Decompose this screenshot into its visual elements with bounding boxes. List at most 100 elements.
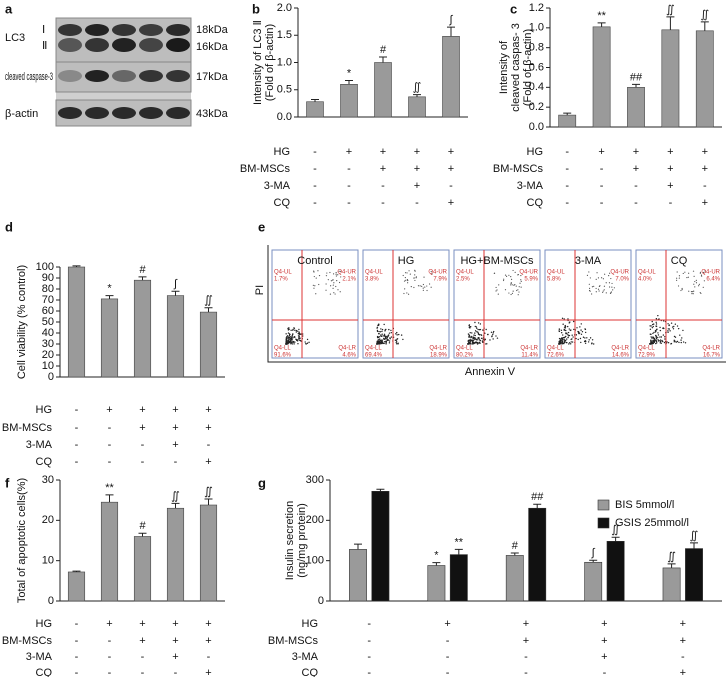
event-dot [591, 286, 594, 288]
y-tick-label: 20 [42, 514, 54, 526]
event-dot [575, 337, 577, 340]
event-dot [693, 275, 695, 277]
event-dot [406, 272, 408, 274]
event-dot [682, 341, 685, 343]
error-bar [105, 494, 114, 503]
event-dot [699, 291, 701, 294]
treatment-sign: - [108, 635, 112, 647]
event-dot [315, 277, 317, 279]
event-dot [676, 271, 678, 273]
blot-band [112, 38, 136, 52]
significance: ∬ [666, 4, 675, 16]
event-dot [287, 337, 290, 340]
event-dot [297, 330, 299, 332]
event-dot [297, 337, 300, 339]
quadrant-percent: 72.9% [638, 353, 656, 359]
event-dot [560, 329, 563, 332]
event-dot [613, 287, 615, 289]
event-dot [610, 277, 612, 280]
event-dot [480, 337, 483, 340]
event-dot [565, 335, 567, 338]
event-dot [578, 332, 581, 334]
event-dot [422, 283, 424, 286]
event-dot [656, 342, 658, 344]
event-dot [651, 326, 654, 329]
event-dot [563, 318, 565, 320]
event-dot [472, 340, 475, 342]
treatment-sign: - [600, 163, 604, 175]
treatment-sign: + [667, 163, 673, 175]
event-dot [592, 343, 595, 345]
event-dot [376, 343, 378, 345]
bar [133, 536, 152, 602]
event-dot [314, 285, 316, 287]
event-dot [517, 289, 519, 291]
event-dot [699, 272, 701, 274]
event-dot [681, 288, 683, 291]
treatment-name: 3-MA [264, 180, 291, 192]
event-dot [377, 341, 379, 343]
event-dot [659, 336, 661, 338]
event-dot [575, 334, 578, 336]
event-dot [400, 334, 403, 336]
event-dot [477, 322, 480, 324]
flow-frame [544, 249, 632, 359]
event-dot [560, 331, 563, 334]
event-dot [669, 330, 671, 332]
event-dot [287, 328, 290, 331]
treatment-sign: + [680, 635, 686, 647]
event-dot [580, 341, 582, 344]
event-dot [658, 318, 660, 320]
treatment-sign: - [75, 422, 79, 434]
treatment-sign: + [205, 618, 211, 630]
event-dot [474, 338, 476, 341]
event-dot [413, 277, 415, 279]
significance: ∬ [611, 524, 620, 536]
event-dot [558, 330, 561, 333]
bar [166, 295, 185, 378]
event-dot [672, 328, 675, 330]
event-dot [671, 326, 674, 328]
event-dot [650, 336, 652, 338]
event-dot [398, 333, 400, 336]
y-tick-label: 70 [42, 294, 54, 306]
quadrant-percent: 72.6% [547, 353, 565, 359]
quadrant-name: Q4-LL [456, 346, 473, 352]
treatment-sign: + [172, 651, 178, 663]
treatment-sign: + [139, 618, 145, 630]
event-dot [567, 318, 569, 320]
event-dot [293, 335, 296, 338]
treatment-sign: + [702, 146, 708, 158]
legend-label: GSIS 25mmol/l [615, 517, 689, 529]
event-dot [652, 323, 655, 325]
event-dot [563, 328, 565, 331]
treatment-sign: - [367, 618, 371, 630]
event-dot [385, 341, 387, 344]
treatment-sign: + [172, 439, 178, 451]
event-dot [312, 284, 314, 286]
treatment-sign: - [600, 197, 604, 209]
event-dot [673, 325, 675, 328]
significance: ∬ [700, 9, 709, 21]
quadrant-percent: 14.6% [612, 353, 630, 359]
event-dot [297, 332, 300, 335]
bar [442, 36, 460, 118]
event-dot [520, 286, 522, 288]
event-dot [396, 338, 398, 340]
treatment-name: 3-MA [26, 439, 53, 451]
quadrant-percent: 11.4% [521, 353, 538, 359]
quadrant-name: Q4-UL [547, 270, 565, 276]
event-dot [657, 340, 660, 342]
error-bar [138, 276, 147, 281]
event-dot [335, 273, 337, 275]
quadrant-percent: 69.4% [365, 353, 383, 359]
treatment-sign: + [448, 197, 454, 209]
event-dot [680, 341, 682, 344]
blot-band [85, 24, 109, 36]
event-dot [605, 292, 607, 294]
y-axis-label: Insulin secretion [284, 501, 296, 581]
event-dot [680, 339, 682, 341]
